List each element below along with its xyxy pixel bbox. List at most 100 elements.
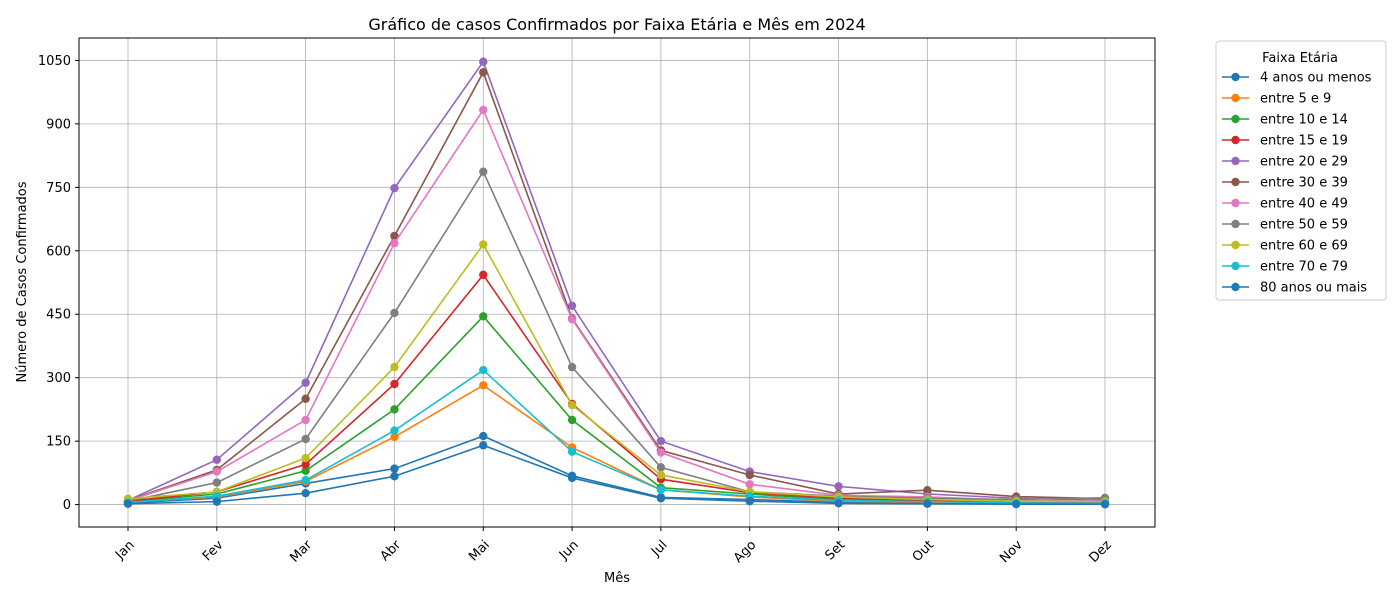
- legend-label: entre 70 e 79: [1260, 260, 1348, 275]
- legend-marker: [1231, 198, 1240, 208]
- series-line: [127, 59, 1106, 502]
- data-point: [479, 240, 488, 249]
- legend-item: entre 60 e 69: [1222, 239, 1348, 254]
- y-tick-label: 1050: [38, 54, 71, 69]
- data-point: [479, 441, 488, 450]
- legend-marker: [1231, 282, 1240, 292]
- legend-item: entre 70 e 79: [1222, 260, 1348, 275]
- x-tick-label: Nov: [997, 537, 1026, 566]
- series-line: [127, 70, 1106, 502]
- x-tick-label: Dez: [1086, 538, 1114, 566]
- legend-marker: [1231, 93, 1240, 103]
- legend-marker: [1231, 219, 1240, 229]
- x-tick-label: Out: [910, 538, 937, 565]
- legend-item: entre 5 e 9: [1222, 92, 1331, 107]
- chart-title: Gráfico de casos Confirmados por Faixa E…: [368, 15, 865, 34]
- data-point: [923, 499, 932, 508]
- data-point: [390, 432, 399, 442]
- plot-frame: [78, 37, 1156, 528]
- legend-item: entre 40 e 49: [1222, 197, 1348, 212]
- data-point: [301, 453, 310, 463]
- x-tick-label: Jul: [648, 538, 670, 560]
- data-point: [567, 415, 577, 425]
- data-point: [212, 497, 222, 506]
- data-point: [745, 480, 754, 489]
- legend-label: entre 30 e 39: [1260, 176, 1348, 191]
- data-point: [656, 494, 666, 503]
- data-point: [567, 400, 577, 410]
- data-point: [479, 270, 488, 280]
- x-axis-ticks: Jan Fev Mar Abr Mai Jun Jul Ago Set Out Nov Dez: [112, 527, 1115, 566]
- legend-label: 4 anos ou menos: [1260, 71, 1372, 86]
- series-line: [127, 369, 1106, 505]
- data-point: [390, 379, 399, 389]
- x-axis-label: Mês: [604, 571, 630, 586]
- data-point: [656, 448, 666, 457]
- legend-label: entre 15 e 19: [1260, 134, 1348, 149]
- data-point: [390, 472, 399, 481]
- legend-title: Faixa Etária: [1262, 51, 1338, 66]
- series-line: [127, 169, 1106, 502]
- data-point: [567, 473, 577, 483]
- y-tick-label: 900: [46, 117, 71, 132]
- x-tick-label: Abr: [378, 537, 405, 564]
- legend-label: entre 5 e 9: [1260, 92, 1331, 107]
- y-tick-label: 750: [46, 181, 71, 196]
- data-point: [479, 105, 488, 115]
- x-tick-label: Jan: [112, 538, 137, 563]
- legend: Faixa Etária 4 anos ou menos entre 5 e 9 e…: [1215, 40, 1387, 301]
- y-tick-label: 150: [46, 435, 71, 450]
- data-point: [479, 57, 488, 66]
- data-point: [301, 475, 310, 485]
- data-point: [745, 496, 754, 506]
- data-point: [301, 434, 310, 444]
- legend-item: entre 15 e 19: [1222, 134, 1348, 149]
- legend-item: entre 10 e 14: [1222, 113, 1348, 128]
- data-point: [479, 312, 488, 321]
- series-layer: [123, 57, 1110, 509]
- data-point: [390, 183, 399, 193]
- data-point: [923, 485, 932, 495]
- data-point: [834, 499, 843, 508]
- data-point: [567, 447, 577, 456]
- legend-marker: [1231, 135, 1240, 145]
- legend-marker: [1231, 114, 1240, 124]
- y-tick-label: 450: [46, 308, 71, 323]
- data-point: [479, 431, 488, 441]
- y-axis-ticks: 0 150 300 450 600 750 900 1050: [38, 54, 79, 513]
- series-line: [127, 108, 1106, 502]
- data-point: [479, 167, 488, 176]
- series-10: [123, 441, 1110, 509]
- data-point: [390, 426, 399, 435]
- data-point: [390, 308, 399, 318]
- legend-label: entre 50 e 59: [1260, 218, 1348, 233]
- x-tick-label: Jun: [556, 538, 582, 564]
- y-axis-label: Número de Casos Confirmados: [15, 181, 30, 382]
- legend-item: 80 anos ou mais: [1222, 281, 1367, 296]
- x-tick-label: Set: [822, 538, 848, 564]
- y-tick-label: 0: [63, 498, 71, 513]
- series-line: [127, 444, 1105, 505]
- legend-item: entre 20 e 29: [1222, 155, 1348, 170]
- data-point: [301, 394, 310, 404]
- legend-label: entre 60 e 69: [1260, 239, 1348, 254]
- data-point: [656, 463, 666, 472]
- data-point: [1011, 499, 1021, 509]
- data-point: [301, 488, 310, 498]
- data-point: [745, 470, 754, 480]
- series-line: [127, 273, 1106, 504]
- data-point: [567, 315, 577, 324]
- legend-label: 80 anos ou mais: [1260, 281, 1367, 296]
- data-point: [656, 485, 666, 494]
- data-point: [567, 362, 577, 372]
- data-point: [567, 301, 577, 310]
- data-point: [301, 460, 310, 469]
- data-point: [390, 238, 399, 248]
- x-tick-label: Mai: [466, 538, 493, 565]
- data-point: [479, 365, 488, 375]
- data-point: [301, 378, 310, 387]
- data-point: [834, 482, 843, 491]
- series-line: [127, 242, 1106, 503]
- legend-marker: [1231, 156, 1240, 166]
- plot-area: [79, 38, 1155, 527]
